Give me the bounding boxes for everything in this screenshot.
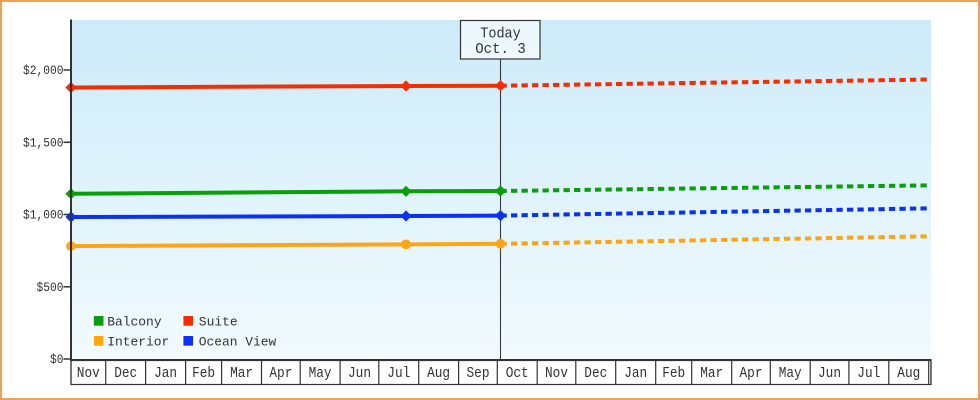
svg-text:$2,000: $2,000: [23, 63, 64, 78]
svg-text:Jun: Jun: [818, 366, 841, 382]
svg-text:$1,000: $1,000: [23, 208, 64, 223]
svg-text:Apr: Apr: [269, 366, 292, 382]
svg-text:Jul: Jul: [857, 366, 880, 382]
svg-text:Aug: Aug: [427, 366, 450, 382]
svg-text:Oct: Oct: [506, 366, 529, 382]
svg-text:$1,500: $1,500: [23, 136, 64, 151]
svg-text:Aug: Aug: [897, 366, 920, 382]
svg-text:Dec: Dec: [584, 366, 607, 382]
svg-text:May: May: [309, 366, 332, 382]
svg-text:Jan: Jan: [154, 366, 177, 382]
svg-text:Interior: Interior: [107, 334, 169, 349]
svg-text:Today: Today: [480, 26, 521, 43]
svg-text:Apr: Apr: [740, 366, 763, 382]
svg-text:Suite: Suite: [199, 314, 238, 329]
svg-text:Jun: Jun: [348, 366, 371, 382]
svg-text:May: May: [779, 366, 802, 382]
svg-text:Dec: Dec: [114, 366, 137, 382]
svg-text:Mar: Mar: [230, 366, 253, 382]
svg-text:Ocean View: Ocean View: [199, 334, 276, 349]
svg-text:Nov: Nov: [545, 366, 568, 382]
svg-text:Jul: Jul: [387, 366, 410, 382]
svg-text:Feb: Feb: [192, 366, 215, 382]
svg-text:Sep: Sep: [467, 366, 490, 382]
svg-text:Nov: Nov: [77, 366, 100, 382]
svg-text:Mar: Mar: [700, 366, 723, 382]
svg-text:$500: $500: [37, 280, 64, 295]
svg-text:$0: $0: [50, 352, 64, 367]
svg-text:Balcony: Balcony: [107, 314, 161, 329]
svg-text:Jan: Jan: [624, 366, 647, 382]
svg-text:Feb: Feb: [662, 366, 685, 382]
svg-text:Oct. 3: Oct. 3: [475, 41, 526, 58]
